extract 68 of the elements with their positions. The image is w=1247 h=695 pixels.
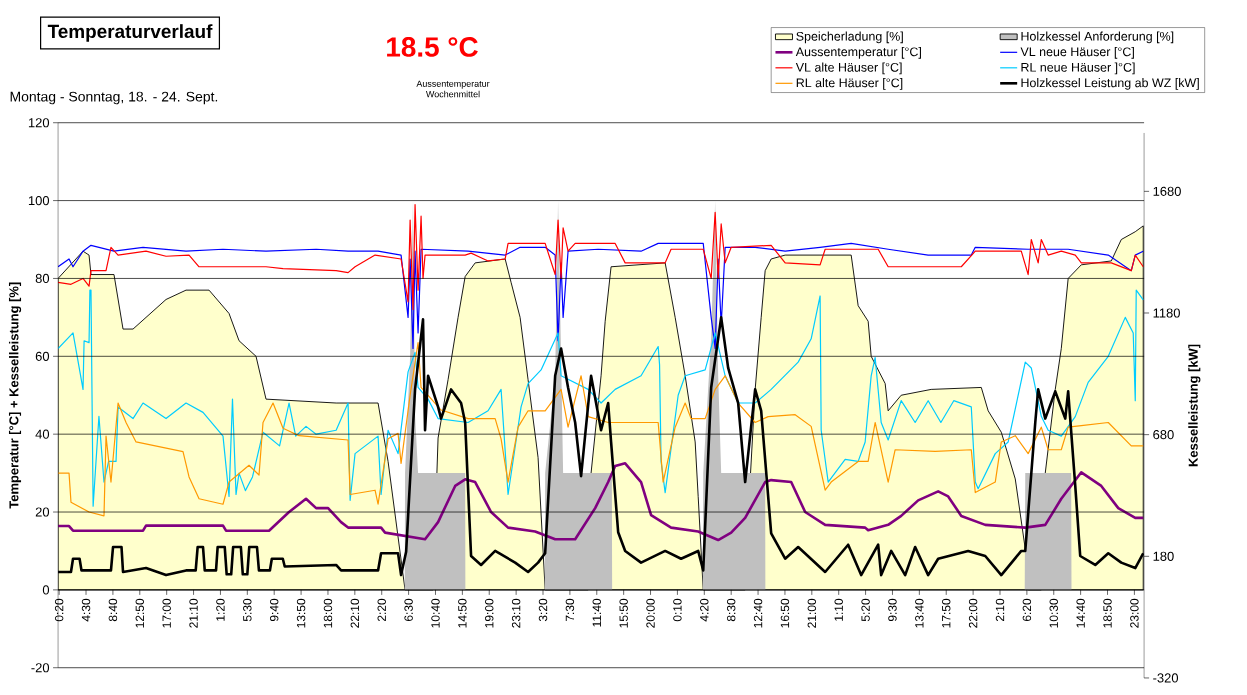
x-tick-label: 17:00 [162,598,171,628]
x-tick-label: 5:30 [243,598,252,622]
x-tick-label: 1:10 [834,598,843,621]
text: Aussentemperatur Wochenmittel [416,80,490,98]
x-tick-label: 9:40 [269,598,279,622]
x-tick-label: 22:10 [350,598,360,628]
x-tick-label: 7:30 [565,598,575,622]
x-tick-label: 4:20 [700,598,709,622]
x-tick-label: 23:00 [1130,598,1139,628]
x-tick-label: 15:50 [619,598,628,628]
x-tick-label: 4:30 [81,598,91,622]
text: 18.5 °C [387,37,478,57]
x-tick-label: 17:50 [942,598,951,628]
legend-label: Speicherladung [%] [796,31,903,44]
x-tick-label: 16:50 [780,598,790,628]
x-tick-label: 0:10 [673,598,682,622]
y2-tick-label: 680 [1153,430,1174,440]
x-tick-label: 2:20 [377,598,386,622]
legend-label: Aussentemperatur [°C] [795,47,921,59]
legend-label: RL alte Häuser [°C] [796,78,903,90]
legend-label: Holzkessel Leistung ab WZ [kW] [1021,78,1199,90]
legend-label: VL alte Häuser [°C] [795,62,902,75]
chart-subtitle: Montag - Sonntag, 18. - 24. Sept. [10,91,218,105]
x-tick-label: 6:20 [1022,598,1032,622]
y-tick-label: 100 [28,196,50,206]
x-tick-label: 19:00 [485,598,494,628]
y-axis-title: Temperatur [°C] + Kesselleistung [%] [8,282,22,509]
x-tick-label: 9:30 [888,598,897,622]
x-tick-label: 12:40 [753,598,763,628]
x-tick-label: 18:50 [1103,598,1112,628]
x-tick-label: 10:40 [431,598,440,628]
y2-tick-label: 1180 [1153,308,1180,318]
legend-label: VL neue Häuser [°C] [1020,47,1134,59]
x-tick-label: 10:30 [1049,598,1058,628]
y-tick-label: 20 [35,507,50,517]
x-tick-label: 18:00 [323,598,333,628]
y-tick-label: 0 [42,585,50,595]
x-tick-label: 13:50 [296,598,306,628]
x-tick-label: 21:00 [807,598,817,628]
x-tick-label: 13:40 [915,598,924,628]
x-tick-label: 12:50 [135,598,145,628]
x-tick-label: 2:10 [995,598,1005,622]
x-tick-label: 1:20 [216,598,225,621]
y-tick-label: -20 [31,663,50,673]
x-tick-label: 5:20 [861,598,870,622]
x-tick-label: 8:30 [726,598,736,622]
x-tick-label: 22:00 [968,598,978,628]
x-tick-label: 20:00 [646,598,655,628]
x-tick-label: 14:50 [458,598,467,628]
x-tick-label: 23:10 [511,598,521,628]
y2-tick-label: 180 [1153,551,1174,561]
chart-title: Temperaturverlauf [47,24,213,42]
x-tick-label: 21:10 [189,598,198,628]
y-tick-label: 40 [35,429,50,439]
x-tick-label: 3:20 [538,598,548,622]
y-tick-label: 60 [35,351,50,361]
x-tick-label: 6:30 [404,598,413,622]
x-tick-label: 11:40 [592,598,601,627]
x-tick-label: 8:40 [108,598,118,622]
y-tick-label: 120 [28,118,50,128]
y2-tick-label: -320 [1153,673,1179,683]
legend-label: RL neue Häuser ]°C] [1021,62,1135,75]
legend-label: Holzkessel Anforderung [%] [1021,31,1174,44]
y2-tick-label: 1680 [1153,186,1181,196]
y-tick-label: 80 [35,273,50,284]
y2-axis-title: Kesselleistung [kW] [1188,344,1201,467]
x-tick-label: 14:40 [1076,598,1085,628]
x-tick-label: 0:20 [54,598,64,622]
